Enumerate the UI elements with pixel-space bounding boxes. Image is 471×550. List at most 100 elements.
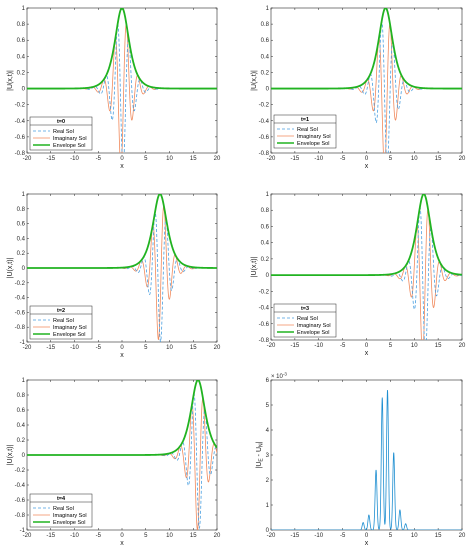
legend-label: Envelope Sol: [53, 143, 85, 149]
y-tick-label: -1: [20, 528, 26, 534]
x-tick-label: 20: [214, 533, 221, 539]
legend-title: t=2: [57, 308, 65, 314]
y-tick-label: 0.6: [261, 38, 270, 44]
y-tick-label: 0: [266, 87, 270, 93]
x-tick-label: -10: [314, 156, 323, 162]
plot-area: [27, 380, 217, 530]
y-tick-label: 2: [266, 478, 270, 484]
legend-label: Real Sol: [53, 506, 74, 512]
y-tick-label: 0.4: [17, 236, 26, 242]
x-tick-label: 5: [389, 533, 393, 539]
x-tick-label: 15: [435, 156, 442, 162]
y-tick-label: 0.2: [261, 70, 270, 76]
y-tick-label: 0: [22, 87, 26, 93]
subplot-6: -20 -15 -10 -5 0 5 10 15 20 0 1 2 3 4 5 6 x |UE - UN| × 10…: [256, 372, 466, 548]
plot-area: [271, 389, 462, 530]
x-axis-label: x: [365, 540, 369, 547]
x-tick-label: -10: [70, 156, 79, 162]
y-tick-label: 0.8: [261, 208, 270, 214]
y-tick-label: -0.6: [259, 135, 270, 141]
y-tick-label: -0.2: [15, 281, 26, 287]
y-tick-label: -0.4: [15, 296, 26, 302]
x-tick-label: -5: [340, 343, 346, 349]
x-tick-label: -5: [340, 156, 346, 162]
y-tick-label: 0: [266, 528, 270, 534]
x-tick-label: -20: [23, 156, 32, 162]
y-tick-label: -0.6: [15, 310, 26, 316]
y-tick-label: -1: [20, 340, 26, 346]
x-tick-label: 15: [435, 343, 442, 349]
y-tick-label: -0.8: [15, 325, 26, 331]
x-axis-label: x: [120, 352, 124, 359]
y-tick-label: 0: [266, 273, 270, 279]
legend-title: t=1: [301, 117, 309, 123]
x-tick-label: -5: [96, 533, 102, 539]
x-tick-label: -20: [23, 345, 32, 351]
y-axis-label: |U(x,t)|: [7, 70, 14, 91]
x-tick-label: 20: [459, 343, 466, 349]
y-axis-label: |U(x,t)|: [251, 70, 258, 91]
legend-label: Envelope Sol: [53, 332, 85, 338]
envelope-sol-line: [27, 380, 217, 456]
x-tick-label: 20: [214, 156, 221, 162]
y-tick-label: -0.4: [259, 306, 270, 312]
x-tick-label: -5: [96, 345, 102, 351]
x-tick-label: -15: [291, 533, 300, 539]
legend-title: t=4: [57, 496, 66, 502]
y-tick-label: 0.6: [17, 38, 26, 44]
y-tick-label: -0.2: [259, 289, 270, 295]
exponent-label: × 10-3: [271, 372, 287, 381]
y-tick-label: 0.4: [261, 241, 270, 247]
y-tick-label: -0.6: [15, 135, 26, 141]
x-tick-label: -15: [46, 345, 55, 351]
y-tick-label: 0.4: [17, 423, 26, 429]
x-tick-label: 0: [365, 533, 369, 539]
legend-label: Real Sol: [297, 316, 318, 322]
x-axis-label: x: [120, 540, 124, 547]
x-tick-label: -10: [314, 533, 323, 539]
x-tick-label: 15: [435, 533, 442, 539]
x-tick-label: 15: [190, 156, 197, 162]
y-tick-label: 1: [22, 378, 26, 384]
y-tick-label: 0: [22, 453, 26, 459]
x-tick-label: 15: [190, 345, 197, 351]
error-line: [271, 389, 462, 530]
envelope-sol-line: [271, 194, 462, 277]
legend-label: Imaginary Sol: [53, 325, 87, 331]
y-axis-label: |UE - UN|: [256, 441, 265, 468]
y-tick-label: -0.8: [15, 513, 26, 519]
subplot-1: -20 -15 -10 -5 0 5 10 15 20 -0.8 -0.6 -0.4 -0.2 0 0.2 0…: [7, 6, 221, 170]
x-tick-label: 0: [365, 156, 369, 162]
x-tick-label: -20: [267, 343, 276, 349]
y-tick-label: -0.8: [259, 338, 270, 344]
x-tick-label: -20: [23, 533, 32, 539]
axes-box: [270, 379, 463, 531]
x-tick-label: -5: [340, 533, 346, 539]
y-tick-label: -0.4: [259, 119, 270, 125]
legend-label: Imaginary Sol: [297, 323, 331, 329]
x-tick-label: 0: [120, 156, 124, 162]
subplot-3: -20 -15 -10 -5 0 5 10 15 20 -1 -0.8 -0.6 -0.4 -0.2 0 0.…: [7, 192, 221, 359]
x-tick-label: 20: [214, 345, 221, 351]
x-tick-label: 5: [144, 156, 148, 162]
x-tick-label: 10: [166, 345, 173, 351]
plot-area: [271, 8, 462, 153]
x-tick-label: 0: [120, 345, 124, 351]
y-tick-label: -0.8: [259, 151, 270, 157]
legend-label: Envelope Sol: [53, 520, 85, 526]
subplot-5: -20 -15 -10 -5 0 5 10 15 20 -1 -0.8 -0.6 -0.4 -0.2 0 0.…: [7, 378, 221, 547]
x-tick-label: -15: [46, 533, 55, 539]
x-tick-label: 10: [411, 343, 418, 349]
y-tick-label: 0.8: [17, 207, 26, 213]
x-tick-label: 15: [190, 533, 197, 539]
y-tick-label: -0.4: [15, 119, 26, 125]
legend-label: Envelope Sol: [297, 141, 329, 147]
y-tick-label: 0.6: [261, 224, 270, 230]
x-axis-label: x: [365, 350, 369, 357]
y-tick-label: -0.6: [15, 498, 26, 504]
x-axis-label: x: [120, 163, 124, 170]
y-tick-label: -0.2: [259, 103, 270, 109]
